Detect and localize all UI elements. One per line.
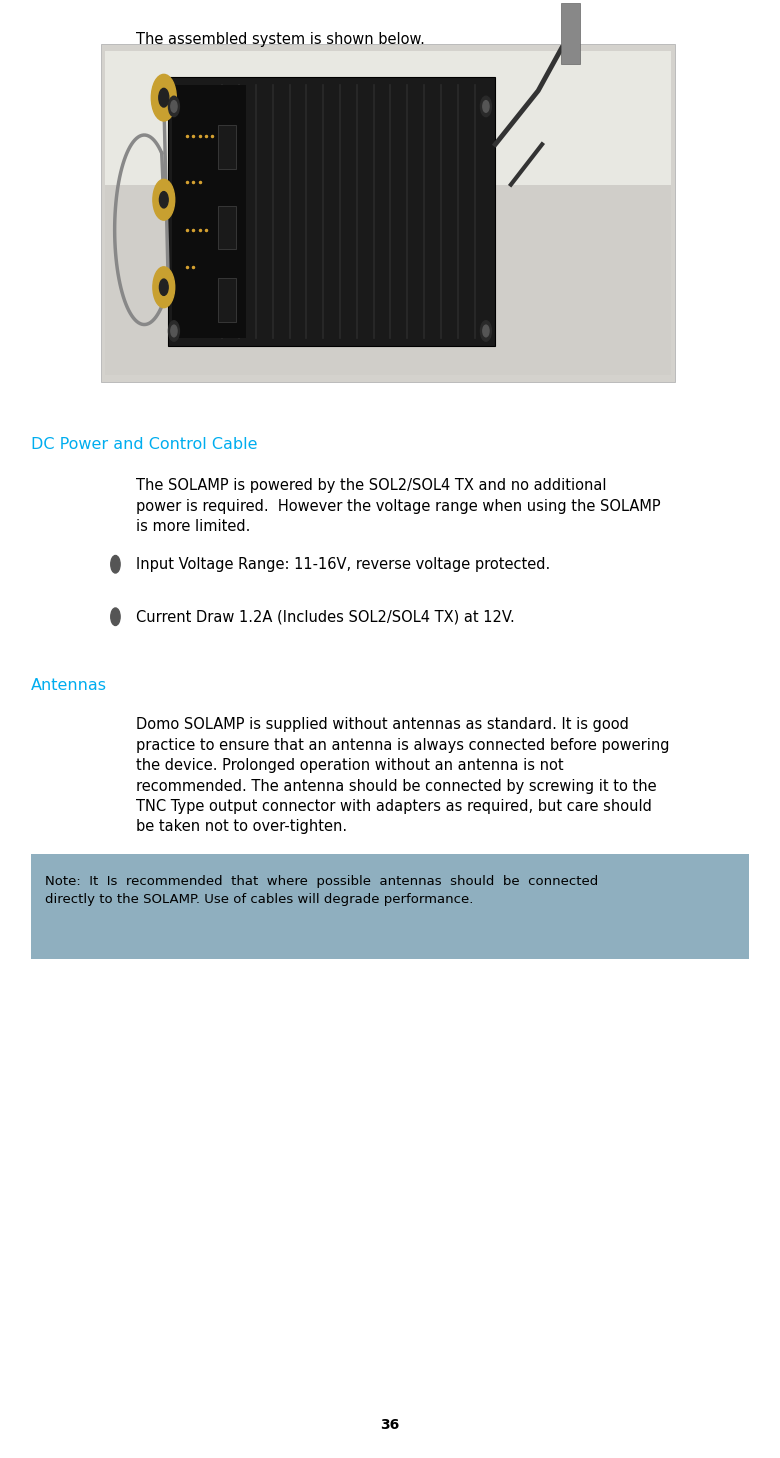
Circle shape [171, 325, 177, 337]
Circle shape [483, 325, 489, 337]
Circle shape [151, 74, 176, 121]
Circle shape [153, 267, 175, 308]
FancyBboxPatch shape [172, 85, 246, 338]
Circle shape [480, 96, 491, 117]
Text: Antennas: Antennas [31, 678, 107, 693]
Circle shape [111, 555, 120, 573]
FancyBboxPatch shape [168, 77, 495, 346]
Text: Input Voltage Range: 11-16V, reverse voltage protected.: Input Voltage Range: 11-16V, reverse vol… [136, 557, 551, 572]
Circle shape [153, 179, 175, 220]
Circle shape [168, 321, 179, 341]
FancyBboxPatch shape [561, 3, 580, 64]
Circle shape [483, 101, 489, 112]
Text: DC Power and Control Cable: DC Power and Control Cable [31, 437, 257, 452]
Text: Note:  It  Is  recommended  that  where  possible  antennas  should  be  connect: Note: It Is recommended that where possi… [45, 875, 598, 907]
Text: 36: 36 [381, 1417, 399, 1432]
FancyBboxPatch shape [31, 854, 749, 959]
FancyBboxPatch shape [101, 44, 675, 382]
FancyBboxPatch shape [105, 51, 671, 195]
Circle shape [159, 191, 168, 208]
FancyBboxPatch shape [105, 185, 671, 375]
Circle shape [111, 608, 120, 625]
Circle shape [159, 89, 168, 106]
Circle shape [480, 321, 491, 341]
Text: The assembled system is shown below.: The assembled system is shown below. [136, 32, 425, 47]
Circle shape [171, 101, 177, 112]
Circle shape [159, 278, 168, 296]
FancyBboxPatch shape [218, 206, 236, 249]
Text: Current Draw 1.2A (Includes SOL2/SOL4 TX) at 12V.: Current Draw 1.2A (Includes SOL2/SOL4 TX… [136, 609, 516, 624]
Text: The SOLAMP is powered by the SOL2/SOL4 TX and no additional
power is required.  : The SOLAMP is powered by the SOL2/SOL4 T… [136, 478, 661, 534]
FancyBboxPatch shape [218, 278, 236, 322]
Text: Domo SOLAMP is supplied without antennas as standard. It is good
practice to ens: Domo SOLAMP is supplied without antennas… [136, 717, 670, 834]
Circle shape [168, 96, 179, 117]
FancyBboxPatch shape [218, 125, 236, 169]
